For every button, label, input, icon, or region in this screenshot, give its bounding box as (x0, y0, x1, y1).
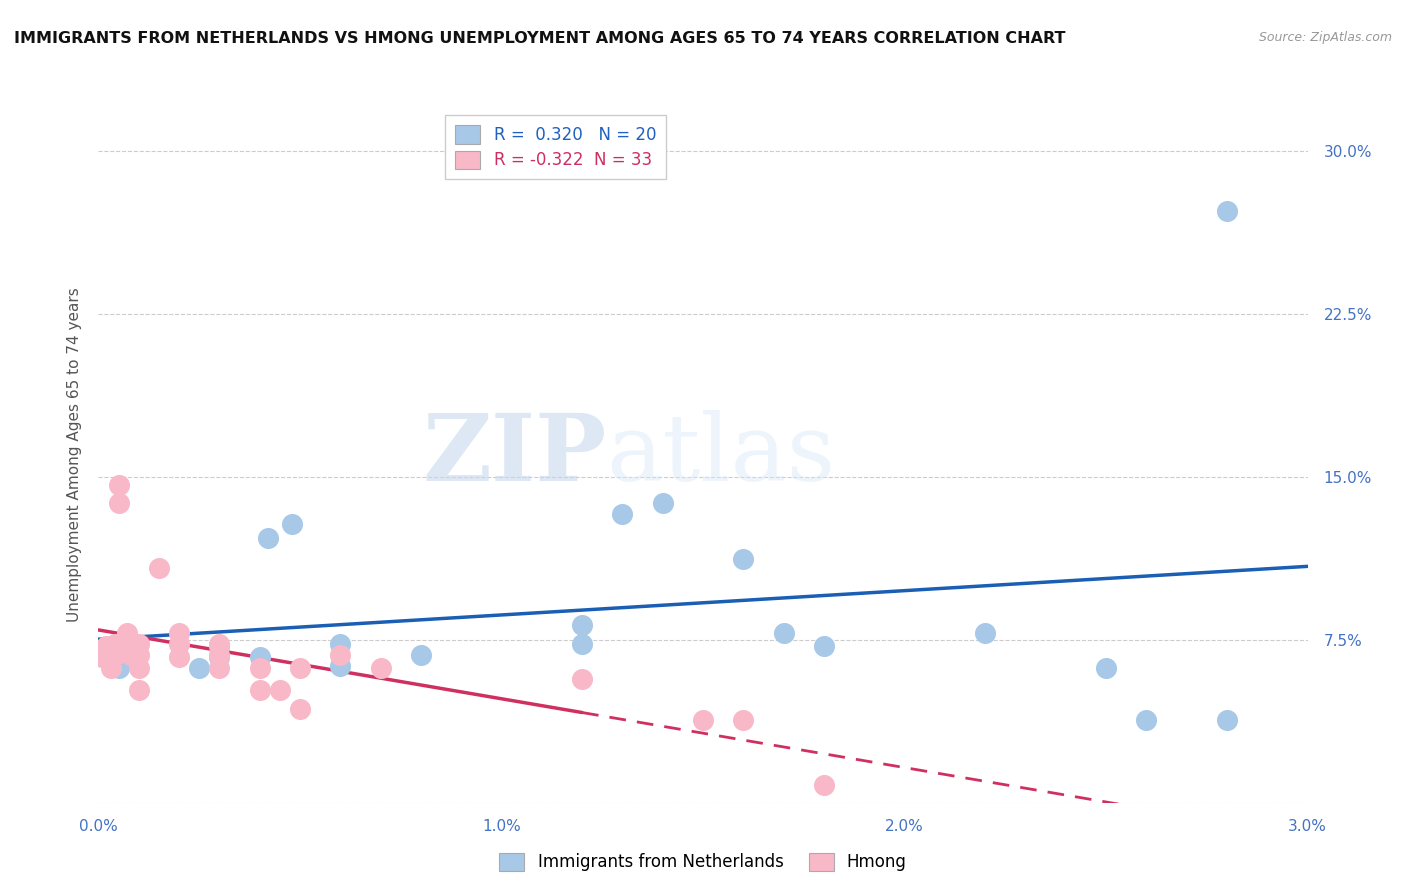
Point (733, 552, 755, 566)
Point (1095, 661, 1118, 675)
Point (813, 778, 835, 793)
Point (128, 661, 150, 675)
Point (249, 650, 271, 665)
Point (96, 639, 118, 653)
Legend: Immigrants from Netherlands, Hmong: Immigrants from Netherlands, Hmong (492, 846, 914, 878)
Point (128, 648, 150, 662)
Point (120, 648, 142, 662)
Point (167, 626, 190, 640)
Point (772, 626, 794, 640)
Text: IMMIGRANTS FROM NETHERLANDS VS HMONG UNEMPLOYMENT AMONG AGES 65 TO 74 YEARS CORR: IMMIGRANTS FROM NETHERLANDS VS HMONG UNE… (14, 31, 1066, 46)
Point (329, 648, 352, 662)
Point (115, 626, 138, 640)
Point (571, 672, 593, 686)
Point (100, 648, 122, 662)
Point (1216, 204, 1239, 219)
Point (571, 617, 593, 632)
Point (329, 637, 352, 651)
Point (208, 661, 231, 675)
Point (249, 661, 271, 675)
Point (111, 639, 134, 653)
Point (813, 639, 835, 653)
Point (612, 507, 634, 521)
Point (651, 496, 673, 510)
Point (571, 637, 593, 651)
Point (1135, 713, 1157, 727)
Point (107, 496, 129, 510)
Point (103, 648, 125, 662)
Text: ZIP: ZIP (422, 410, 606, 500)
Point (288, 702, 311, 716)
Point (1216, 713, 1239, 727)
Point (107, 478, 129, 492)
Point (733, 713, 755, 727)
Point (100, 661, 122, 675)
Point (370, 661, 392, 675)
Point (256, 531, 278, 545)
Point (269, 682, 291, 697)
Point (281, 517, 304, 532)
Point (249, 682, 271, 697)
Point (288, 661, 311, 675)
Point (167, 637, 190, 651)
Point (208, 639, 231, 653)
Point (107, 661, 129, 675)
Point (148, 561, 170, 575)
Point (692, 713, 714, 727)
Point (208, 650, 231, 665)
Point (188, 661, 211, 675)
Point (128, 682, 150, 697)
Point (208, 648, 231, 662)
Point (208, 637, 231, 651)
Point (974, 626, 997, 640)
Point (329, 658, 352, 673)
Text: Source: ZipAtlas.com: Source: ZipAtlas.com (1258, 31, 1392, 45)
Text: atlas: atlas (606, 410, 835, 500)
Point (128, 637, 150, 651)
Point (91, 650, 114, 665)
Point (409, 648, 432, 662)
Point (167, 650, 190, 665)
Y-axis label: Unemployment Among Ages 65 to 74 years: Unemployment Among Ages 65 to 74 years (66, 287, 82, 623)
Point (103, 637, 125, 651)
